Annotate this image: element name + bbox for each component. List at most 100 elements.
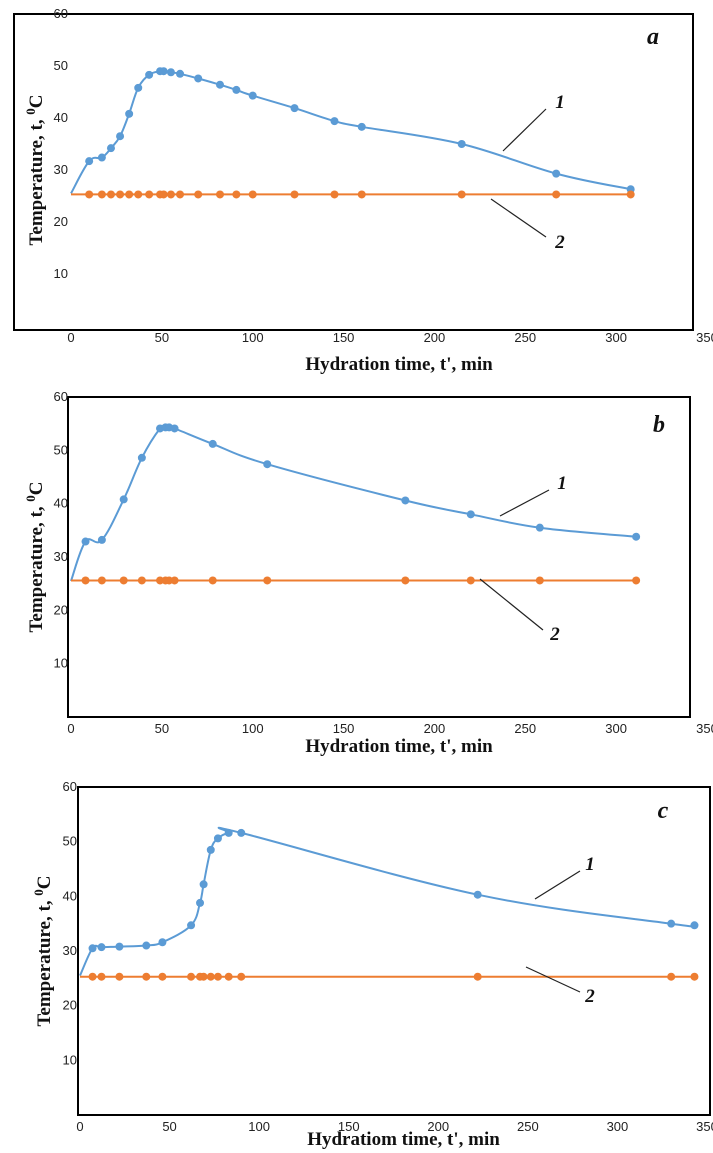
series-2-point: [206, 972, 215, 981]
series-1-line: [79, 826, 697, 977]
series-1-leader: [499, 489, 550, 517]
x-tick-label: 150: [338, 1119, 360, 1134]
series-1-leader: [502, 108, 547, 152]
series-1-label: 1: [585, 854, 595, 875]
chart-panel-c: 10 20 30 40 50 60 0 50 100 150 200 250 300 350 Hydrati…: [31, 779, 713, 1150]
series-2-point: [552, 190, 561, 199]
y-tick-label: 20: [63, 998, 77, 1013]
series-2-leader: [479, 578, 544, 631]
x-tick-label: 150: [333, 721, 355, 736]
chart-frame: [67, 396, 691, 718]
series-2-point: [535, 576, 544, 585]
series-1-point: [199, 880, 208, 889]
series-2-point: [466, 576, 475, 585]
series-2-label: 2: [549, 624, 560, 645]
chart-panel-b: 10 20 30 40 50 60 0 50 100 150 200 250 300 350 Hydrati…: [23, 389, 713, 757]
y-tick-label: 30: [54, 162, 68, 177]
series-2-point: [473, 972, 482, 981]
series-2-point: [187, 972, 196, 981]
series-1-point: [115, 942, 124, 951]
x-tick-label: 0: [76, 1119, 83, 1134]
series-1-point: [237, 828, 246, 837]
series-1-point: [158, 938, 167, 947]
panel-letter: b: [653, 412, 665, 438]
series-1-point: [535, 523, 544, 532]
series-1-point: [224, 828, 233, 837]
series-2-point: [199, 972, 208, 981]
series-1-point: [248, 91, 257, 100]
y-tick-label: 60: [54, 389, 68, 404]
y-tick-label: 10: [54, 656, 68, 671]
series-1-point: [552, 169, 561, 178]
series-2-point: [106, 190, 115, 199]
series-1-point: [216, 80, 225, 89]
series-2-point: [125, 190, 134, 199]
series-1-point: [166, 68, 175, 77]
y-axis-title: Temperature, t, 0C: [23, 481, 47, 632]
series-1-point: [194, 74, 203, 83]
chart-frame: [13, 13, 694, 331]
x-tick-label: 350: [696, 721, 713, 736]
series-2-point: [159, 190, 168, 199]
series-2-point: [194, 190, 203, 199]
panel-letter: c: [658, 798, 669, 824]
series-1-point: [116, 132, 125, 141]
x-tick-label: 350: [696, 1119, 713, 1134]
series-2-point: [142, 972, 151, 981]
series-1-point: [137, 453, 146, 462]
series-2-point: [134, 190, 143, 199]
series-2-point: [88, 972, 97, 981]
series-2-point: [137, 576, 146, 585]
series-1-point: [125, 109, 134, 118]
series-2-leader: [490, 198, 547, 238]
series-2-point: [401, 576, 410, 585]
y-tick-label: 10: [54, 266, 68, 281]
series-2-point: [170, 576, 179, 585]
series-1-point: [213, 834, 222, 843]
x-tick-label: 100: [242, 721, 264, 736]
series-2-point: [357, 190, 366, 199]
series-2-point: [116, 190, 125, 199]
series-1-point: [457, 140, 466, 148]
series-1-line: [70, 424, 637, 582]
series-2-point: [208, 576, 217, 585]
series-2-point: [85, 190, 94, 199]
x-tick-label: 50: [162, 1119, 176, 1134]
y-tick-label: 60: [63, 779, 77, 794]
series-2-leader: [525, 966, 581, 993]
x-axis-title: Hydration time, t', min: [305, 736, 493, 757]
y-axis-title: Temperature, t, 0C: [23, 94, 47, 245]
series-1-line: [70, 69, 631, 194]
series-2-point: [166, 190, 175, 199]
series-2-point: [330, 190, 339, 199]
series-2-point: [145, 190, 154, 199]
y-tick-label: 50: [54, 58, 68, 73]
series-1-point: [632, 532, 641, 541]
series-1-point: [206, 845, 215, 854]
series-1-point: [263, 460, 272, 469]
series-1-point: [97, 153, 106, 162]
series-2-point: [97, 576, 106, 585]
chart-panel-a: 10 20 30 40 50 60 0 50 100 150 200 250 300 350 Hydrati…: [13, 6, 713, 375]
x-tick-label: 100: [242, 330, 264, 345]
chart-frame: [77, 786, 711, 1116]
x-tick-label: 300: [607, 1119, 629, 1134]
series-1-point: [667, 919, 676, 928]
series-2-point: [626, 190, 635, 199]
series-2-label: 2: [584, 986, 595, 1007]
x-tick-label: 250: [517, 1119, 539, 1134]
series-1-point: [176, 69, 185, 78]
series-2-point: [690, 972, 699, 981]
series-1-point: [106, 144, 115, 153]
y-tick-label: 20: [54, 214, 68, 229]
series-1-point: [690, 921, 699, 930]
series-1-point: [88, 944, 97, 953]
series-1-point: [142, 941, 151, 950]
series-2-point: [97, 972, 106, 981]
y-tick-label: 60: [54, 6, 68, 21]
series-1-leader: [534, 870, 581, 900]
series-1-point: [473, 890, 482, 899]
x-tick-label: 300: [605, 721, 627, 736]
series-1-point: [330, 117, 339, 126]
